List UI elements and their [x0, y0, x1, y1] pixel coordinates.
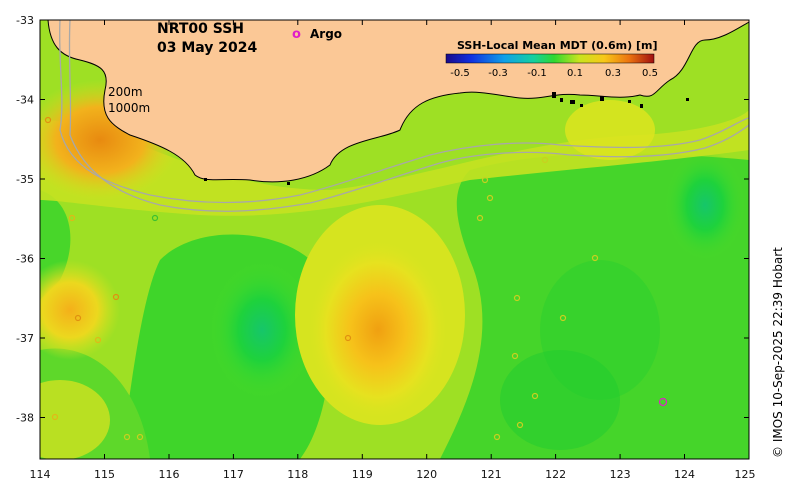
- drifter-marker: [486, 194, 494, 202]
- argo-key-label: Argo: [310, 27, 342, 41]
- lon-tick-label: 116: [159, 468, 180, 481]
- ssh-yellow-band-shelf: [40, 110, 749, 216]
- drifter-marker: [344, 334, 352, 342]
- lat-axis: [40, 19, 749, 418]
- ssh-high-east-coast: [565, 100, 655, 160]
- drifter-marker: [476, 214, 484, 222]
- drifter-marker: [513, 294, 521, 302]
- float-markers: [44, 116, 668, 441]
- contour-200m: [59, 20, 749, 204]
- legend-ticks: -0.5 -0.3 -0.1 0.1 0.3 0.5: [450, 68, 658, 79]
- lon-tick-label: 118: [287, 468, 308, 481]
- ssh-high-west: [40, 260, 120, 360]
- ssh-green-core-2: [665, 150, 745, 260]
- drifter-marker: [493, 433, 501, 441]
- lon-tick-label: 123: [610, 468, 631, 481]
- lat-tick-label: -36: [16, 253, 34, 266]
- legend-tick-label: -0.5: [450, 68, 470, 79]
- lat-tick-label: -35: [16, 173, 34, 186]
- depth-label-200m: 200m: [108, 85, 143, 99]
- lon-tick-label: 122: [545, 468, 566, 481]
- map-plot-area: [40, 20, 749, 459]
- drifter-marker: [511, 352, 519, 360]
- coastal-islands: [204, 92, 689, 185]
- legend-tick-label: 0.3: [605, 68, 621, 79]
- lon-tick-label: 119: [352, 468, 373, 481]
- argo-key-symbol: o: [292, 27, 301, 42]
- legend-tick-label: 0.5: [642, 68, 658, 79]
- bathymetry-contours: [59, 20, 749, 212]
- ssh-green-core-4: [500, 350, 620, 450]
- drifter-marker: [74, 314, 82, 322]
- drifter-marker: [151, 214, 159, 222]
- lat-tick-label: -34: [16, 94, 34, 107]
- lon-tick-label: 124: [674, 468, 695, 481]
- legend-tick-label: 0.1: [567, 68, 583, 79]
- lat-tick-labels: -33 -34 -35 -36 -37 -38: [16, 14, 34, 425]
- lon-tick-label: 121: [481, 468, 502, 481]
- map-date: 03 May 2024: [157, 40, 258, 56]
- lon-tick-label: 115: [94, 468, 115, 481]
- drifter-marker: [68, 214, 76, 222]
- drifter-marker: [123, 433, 131, 441]
- lon-tick-labels: 114 115 116 117 118 119 120 121 122 123 …: [30, 468, 756, 481]
- coastline: [47, 20, 749, 183]
- legend-colorbar: [445, 53, 655, 64]
- lat-tick-label: -38: [16, 412, 34, 425]
- lon-tick-label: 120: [416, 468, 437, 481]
- lon-tick-label: 125: [735, 468, 756, 481]
- color-legend: SSH-Local Mean MDT (0.6m) [m] -0.5 -0.3 …: [445, 39, 658, 79]
- drifter-marker: [136, 433, 144, 441]
- legend-title: SSH-Local Mean MDT (0.6m) [m]: [457, 39, 657, 52]
- contour-1000m: [68, 20, 749, 212]
- map-title: NRT00 SSH: [157, 21, 244, 37]
- drifter-marker: [94, 336, 102, 344]
- imos-credit: © IMOS 10-Sep-2025 22:39 Hobart: [771, 247, 785, 458]
- depth-label-1000m: 1000m: [108, 101, 150, 115]
- legend-tick-label: -0.3: [488, 68, 508, 79]
- drifter-marker: [559, 314, 567, 322]
- ssh-high-central: [308, 240, 448, 420]
- drifter-marker: [516, 421, 524, 429]
- ssh-green-core-1: [210, 262, 314, 398]
- drifter-marker: [531, 392, 539, 400]
- drifter-marker: [541, 156, 549, 164]
- ssh-yellow-blob-southwest: [40, 380, 110, 459]
- lat-tick-label: -33: [16, 14, 34, 27]
- lon-tick-label: 117: [223, 468, 244, 481]
- drifter-marker: [591, 254, 599, 262]
- drifter-marker: [44, 116, 52, 124]
- legend-tick-label: -0.1: [527, 68, 547, 79]
- drifter-marker: [481, 176, 489, 184]
- lon-axis: [39, 20, 750, 459]
- drifter-marker: [51, 413, 59, 421]
- argo-float-marker[interactable]: [658, 397, 668, 407]
- drifter-marker: [112, 293, 120, 301]
- lat-tick-label: -37: [16, 332, 34, 345]
- lon-tick-label: 114: [30, 468, 51, 481]
- plot-frame: [39, 19, 750, 460]
